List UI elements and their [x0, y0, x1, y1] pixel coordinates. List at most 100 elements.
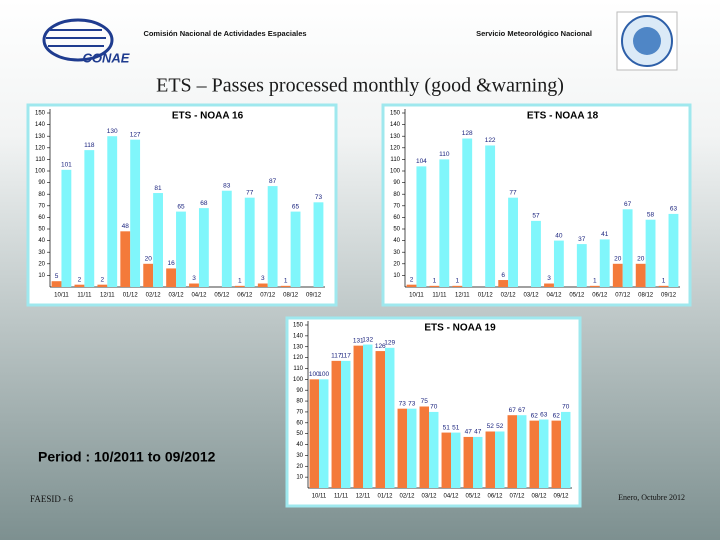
bar — [473, 436, 483, 488]
x-tick-label: 09/12 — [553, 494, 569, 500]
x-tick-label: 03/12 — [169, 293, 185, 299]
value-label: 3 — [547, 275, 551, 282]
x-tick-label: 11/11 — [432, 293, 447, 299]
y-tick-label: 120 — [293, 355, 304, 361]
y-tick-label: 10 — [393, 273, 400, 279]
y-tick-label: 150 — [390, 111, 401, 117]
value-label: 118 — [84, 142, 95, 149]
y-tick-label: 90 — [38, 180, 45, 186]
x-tick-label: 01/12 — [123, 293, 139, 299]
bar — [498, 280, 509, 287]
chart: ETS - NOAA 16102030405060708090100110120… — [26, 103, 338, 307]
bar — [309, 379, 319, 488]
y-tick-label: 70 — [38, 203, 45, 209]
x-tick-label: 06/12 — [487, 494, 503, 500]
value-label: 48 — [122, 223, 130, 230]
value-label: 3 — [261, 275, 265, 282]
y-tick-label: 50 — [393, 227, 400, 233]
bar — [153, 193, 163, 287]
y-tick-label: 60 — [38, 215, 45, 221]
y-tick-label: 40 — [296, 442, 303, 448]
value-label: 127 — [130, 131, 141, 138]
value-label: 67 — [509, 407, 517, 414]
value-label: 122 — [485, 137, 496, 144]
y-tick-label: 60 — [296, 420, 303, 426]
y-tick-label: 140 — [293, 333, 304, 339]
bar — [397, 408, 407, 488]
bar — [668, 213, 679, 287]
y-tick-label: 100 — [35, 169, 46, 175]
y-tick-label: 30 — [296, 453, 303, 459]
y-tick-label: 70 — [393, 203, 400, 209]
bar — [485, 145, 496, 287]
value-label: 62 — [531, 412, 539, 419]
bar — [462, 138, 473, 287]
y-tick-label: 60 — [393, 215, 400, 221]
bar — [429, 411, 439, 488]
chart-title: ETS - NOAA 19 — [424, 323, 496, 334]
value-label: 2 — [410, 276, 414, 283]
bar — [452, 285, 463, 287]
value-label: 6 — [501, 272, 505, 279]
value-label: 63 — [540, 411, 548, 418]
value-label: 2 — [78, 276, 82, 283]
value-label: 87 — [269, 178, 277, 185]
x-tick-label: 12/11 — [356, 494, 371, 500]
bar — [74, 284, 85, 287]
y-tick-label: 20 — [393, 261, 400, 267]
bar — [198, 208, 209, 287]
value-label: 117 — [341, 353, 352, 360]
bar — [508, 197, 518, 287]
bar — [290, 211, 301, 287]
value-label: 63 — [670, 206, 678, 213]
y-tick-label: 110 — [35, 157, 45, 163]
y-tick-label: 120 — [390, 145, 401, 151]
value-label: 130 — [107, 128, 118, 135]
logo-text: CONAE — [83, 50, 130, 65]
y-tick-label: 20 — [38, 261, 45, 267]
value-label: 77 — [246, 189, 254, 196]
y-tick-label: 150 — [35, 111, 46, 117]
bar — [341, 360, 351, 488]
bar — [439, 159, 450, 287]
bar — [363, 344, 373, 488]
value-label: 58 — [647, 211, 655, 218]
chart: ETS - NOAA 18102030405060708090100110120… — [381, 103, 692, 307]
header-right: Servicio Meteorológico Nacional — [476, 29, 592, 38]
value-label: 131 — [353, 337, 364, 344]
value-label: 1 — [662, 278, 666, 285]
x-tick-label: 11/11 — [334, 494, 349, 500]
bar — [485, 431, 495, 488]
x-tick-label: 08/12 — [638, 293, 654, 299]
bar — [635, 263, 646, 287]
y-tick-label: 110 — [293, 366, 303, 372]
value-label: 67 — [624, 201, 632, 208]
y-tick-label: 80 — [38, 192, 45, 198]
bar — [531, 220, 541, 287]
chart: ETS - NOAA 19 10 20 30 40 50 60 70 80 90 100 110 120… — [285, 316, 582, 508]
bar — [612, 263, 623, 287]
value-label: 51 — [443, 424, 451, 431]
x-tick-label: 07/12 — [615, 293, 631, 299]
value-label: 1 — [456, 278, 460, 285]
value-label: 51 — [452, 424, 460, 431]
value-label: 73 — [408, 400, 416, 407]
value-label: 126 — [375, 343, 386, 350]
x-tick-label: 02/12 — [399, 494, 415, 500]
y-tick-label: 100 — [293, 377, 304, 383]
x-tick-label: 02/12 — [146, 293, 162, 299]
bar — [353, 345, 363, 488]
y-tick-label: 30 — [38, 250, 45, 256]
value-label: 104 — [416, 158, 427, 165]
bar — [517, 415, 527, 488]
value-label: 132 — [362, 336, 373, 343]
bar — [622, 209, 633, 287]
value-label: 100 — [318, 371, 329, 378]
bar — [599, 239, 610, 287]
value-label: 70 — [562, 404, 570, 411]
period: Period : 10/2011 to 09/2012 — [38, 449, 216, 465]
x-tick-label: 10/11 — [54, 293, 69, 299]
value-label: 101 — [61, 162, 72, 169]
x-tick-label: 03/12 — [524, 293, 540, 299]
y-tick-label: 70 — [296, 410, 303, 416]
